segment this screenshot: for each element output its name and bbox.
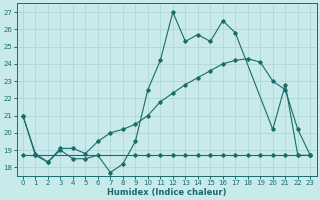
X-axis label: Humidex (Indice chaleur): Humidex (Indice chaleur)	[107, 188, 226, 197]
